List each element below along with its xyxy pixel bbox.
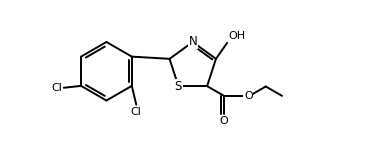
Text: O: O	[244, 91, 253, 101]
Text: O: O	[220, 116, 228, 126]
Text: Cl: Cl	[51, 83, 62, 93]
Text: N: N	[188, 35, 197, 49]
Text: Cl: Cl	[131, 107, 142, 117]
Text: S: S	[175, 80, 182, 93]
Text: OH: OH	[228, 31, 245, 41]
